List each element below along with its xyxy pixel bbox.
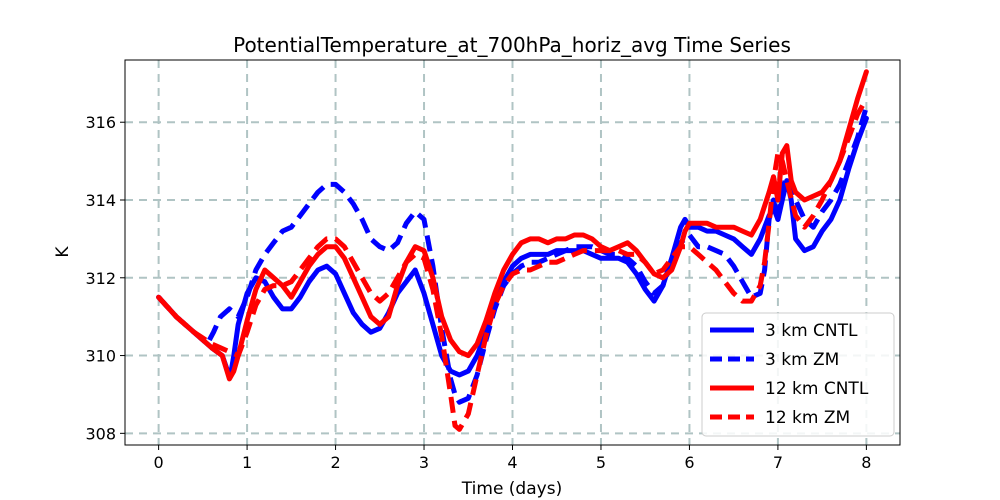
x-tick-label: 2 bbox=[330, 453, 340, 472]
x-tick-label: 7 bbox=[773, 453, 783, 472]
y-tick-label: 314 bbox=[85, 191, 116, 210]
x-tick-label: 0 bbox=[154, 453, 164, 472]
legend-box bbox=[701, 312, 895, 437]
y-tick-label: 310 bbox=[85, 347, 116, 366]
x-tick-label: 8 bbox=[861, 453, 871, 472]
y-tick-label: 308 bbox=[85, 424, 116, 443]
legend-label: 12 km ZM bbox=[765, 408, 850, 428]
legend: 3 km CNTL 3 km ZM 12 km CNTL 12 km ZM bbox=[701, 312, 895, 437]
y-tick-label: 312 bbox=[85, 269, 116, 288]
x-tick-label: 6 bbox=[684, 453, 694, 472]
y-axis-label: K bbox=[53, 246, 73, 258]
x-tick-label: 1 bbox=[242, 453, 252, 472]
legend-label: 12 km CNTL bbox=[765, 379, 869, 399]
legend-label: 3 km CNTL bbox=[765, 321, 858, 341]
series-line-12-km-zm bbox=[156, 97, 869, 432]
ticks: 0 1 2 3 4 5 6 7 8 308 310 312 314 316 bbox=[85, 113, 871, 472]
x-tick-label: 5 bbox=[596, 453, 606, 472]
x-axis-label: Time (days) bbox=[461, 479, 562, 499]
x-tick-label: 4 bbox=[507, 453, 517, 472]
x-tick-label: 3 bbox=[419, 453, 429, 472]
series-layer bbox=[156, 69, 869, 432]
legend-label: 3 km ZM bbox=[765, 350, 839, 370]
y-tick-label: 316 bbox=[85, 113, 116, 132]
chart-title: PotentialTemperature_at_700hPa_horiz_avg… bbox=[233, 33, 791, 57]
